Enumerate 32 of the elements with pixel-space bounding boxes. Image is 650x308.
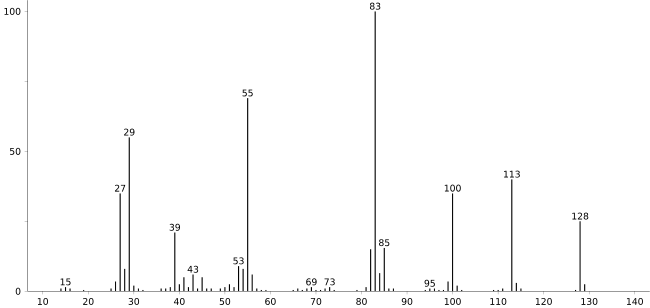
x-tick-label: 10 bbox=[38, 298, 48, 305]
x-tick-label: 130 bbox=[581, 298, 598, 305]
annotation: 95 bbox=[424, 280, 435, 287]
annotation: 43 bbox=[188, 266, 198, 273]
y-tick-label: 50 bbox=[10, 148, 20, 155]
x-tick-label: 40 bbox=[174, 298, 185, 305]
x-tick-label: 90 bbox=[402, 298, 412, 305]
x-tick-label: 30 bbox=[128, 298, 140, 305]
annotation: 128 bbox=[572, 212, 588, 220]
x-tick-label: 60 bbox=[265, 298, 276, 305]
x-tick-label: 20 bbox=[83, 298, 94, 305]
annotation: 69 bbox=[306, 278, 317, 286]
x-tick-label: 140 bbox=[626, 298, 643, 305]
annotation: 27 bbox=[114, 184, 126, 192]
annotation: 83 bbox=[370, 2, 380, 10]
annotation: 53 bbox=[233, 257, 244, 264]
annotation: 73 bbox=[324, 278, 335, 286]
annotation: 55 bbox=[242, 89, 253, 96]
annotation: 29 bbox=[124, 128, 134, 136]
x-tick-label: 110 bbox=[490, 298, 506, 305]
x-tick-label: 70 bbox=[310, 298, 322, 305]
annotation: 15 bbox=[60, 278, 71, 286]
annotation: 113 bbox=[504, 170, 520, 178]
x-tick-label: 120 bbox=[536, 298, 552, 305]
annotation: 85 bbox=[379, 239, 390, 246]
y-tick-label: 0 bbox=[16, 288, 20, 295]
x-tick-label: 100 bbox=[444, 298, 461, 305]
x-tick-label: 80 bbox=[356, 298, 367, 305]
x-tick-label: 50 bbox=[220, 298, 230, 305]
y-tick-label: 100 bbox=[4, 8, 20, 15]
annotation: 100 bbox=[444, 184, 461, 192]
annotation: 39 bbox=[170, 224, 180, 231]
